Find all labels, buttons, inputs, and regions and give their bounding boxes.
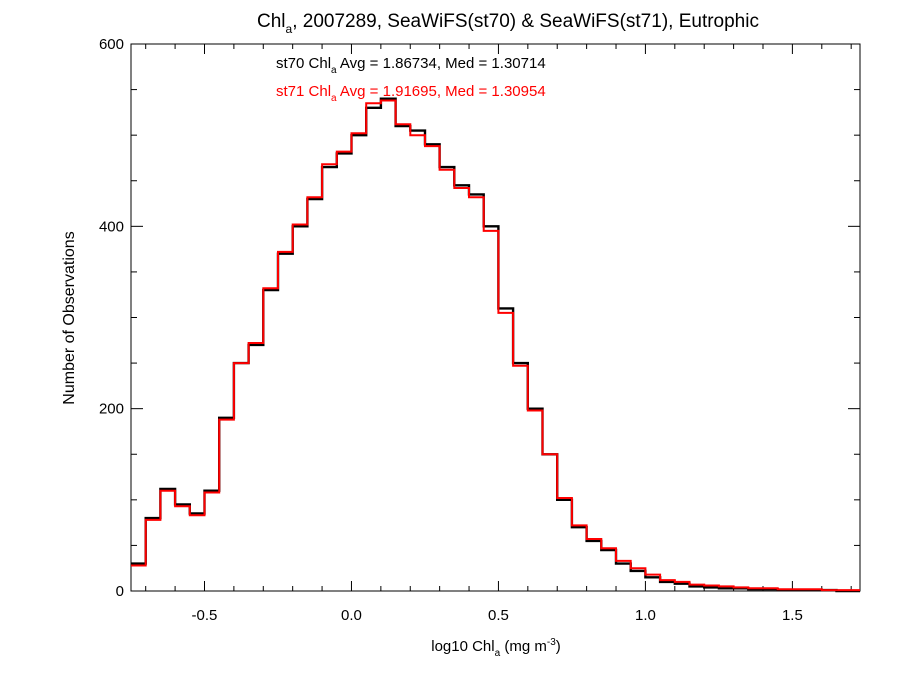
annotations: st70 Chla Avg = 1.86734, Med = 1.30714 s… bbox=[276, 55, 546, 104]
series-group bbox=[131, 97, 860, 593]
plot-frame bbox=[130, 43, 861, 592]
y-tick-label: 600 bbox=[99, 36, 124, 53]
x-tick-label: 0.0 bbox=[341, 607, 362, 624]
x-tick-label: -0.5 bbox=[192, 607, 218, 624]
axis-tick-labels: -0.5 0.0 0.5 1.0 1.5 0 200 400 600 bbox=[99, 36, 803, 624]
annotation-st71: st71 Chla Avg = 1.91695, Med = 1.30954 bbox=[276, 83, 546, 104]
axis-ticks bbox=[131, 43, 860, 592]
x-tick-label: 1.0 bbox=[635, 607, 656, 624]
y-tick-label: 0 bbox=[116, 583, 124, 600]
x-tick-label: 1.5 bbox=[782, 607, 803, 624]
chart-title: Chla, 2007289, SeaWiFS(st70) & SeaWiFS(s… bbox=[257, 11, 759, 36]
x-tick-label: 0.5 bbox=[488, 607, 509, 624]
annotation-st70: st70 Chla Avg = 1.86734, Med = 1.30714 bbox=[276, 55, 546, 76]
series-line-st71 bbox=[131, 99, 860, 592]
series-line-st70 bbox=[131, 97, 860, 593]
y-axis-label: Number of Observations bbox=[61, 231, 78, 404]
svg-text:log10 Chla (mg m-3): log10 Chla (mg m-3) bbox=[431, 637, 561, 659]
svg-text:Chla, 2007289, SeaWiFS(st70) &: Chla, 2007289, SeaWiFS(st70) & SeaWiFS(s… bbox=[257, 11, 759, 36]
y-tick-label: 400 bbox=[99, 218, 124, 235]
y-tick-label: 200 bbox=[99, 401, 124, 418]
x-axis-label: log10 Chla (mg m-3) bbox=[431, 637, 561, 659]
